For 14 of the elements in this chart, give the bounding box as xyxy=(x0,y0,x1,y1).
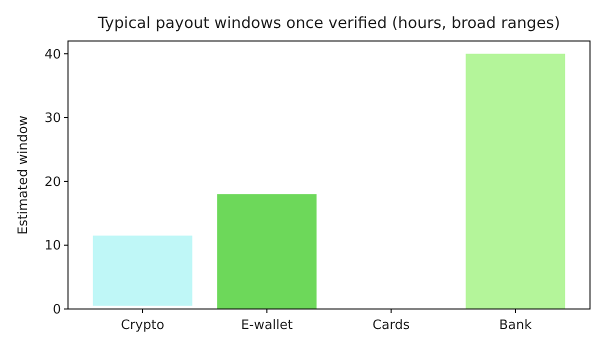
bar xyxy=(466,54,566,309)
y-tick-label: 30 xyxy=(44,111,61,126)
y-tick-label: 20 xyxy=(44,174,61,190)
y-tick-label: 0 xyxy=(52,302,61,318)
y-tick-label: 10 xyxy=(44,238,61,254)
y-axis-title: Estimated window xyxy=(16,115,31,235)
x-tick-label: E-wallet xyxy=(240,318,293,333)
x-tick-label: Cards xyxy=(372,318,410,333)
chart-title: Typical payout windows once verified (hours, broad ranges) xyxy=(96,14,560,32)
y-tick-label: 40 xyxy=(44,47,61,62)
bar xyxy=(92,236,192,306)
x-tick-label: Bank xyxy=(499,318,532,333)
bar xyxy=(217,194,317,309)
x-tick-label: Crypto xyxy=(120,318,164,333)
